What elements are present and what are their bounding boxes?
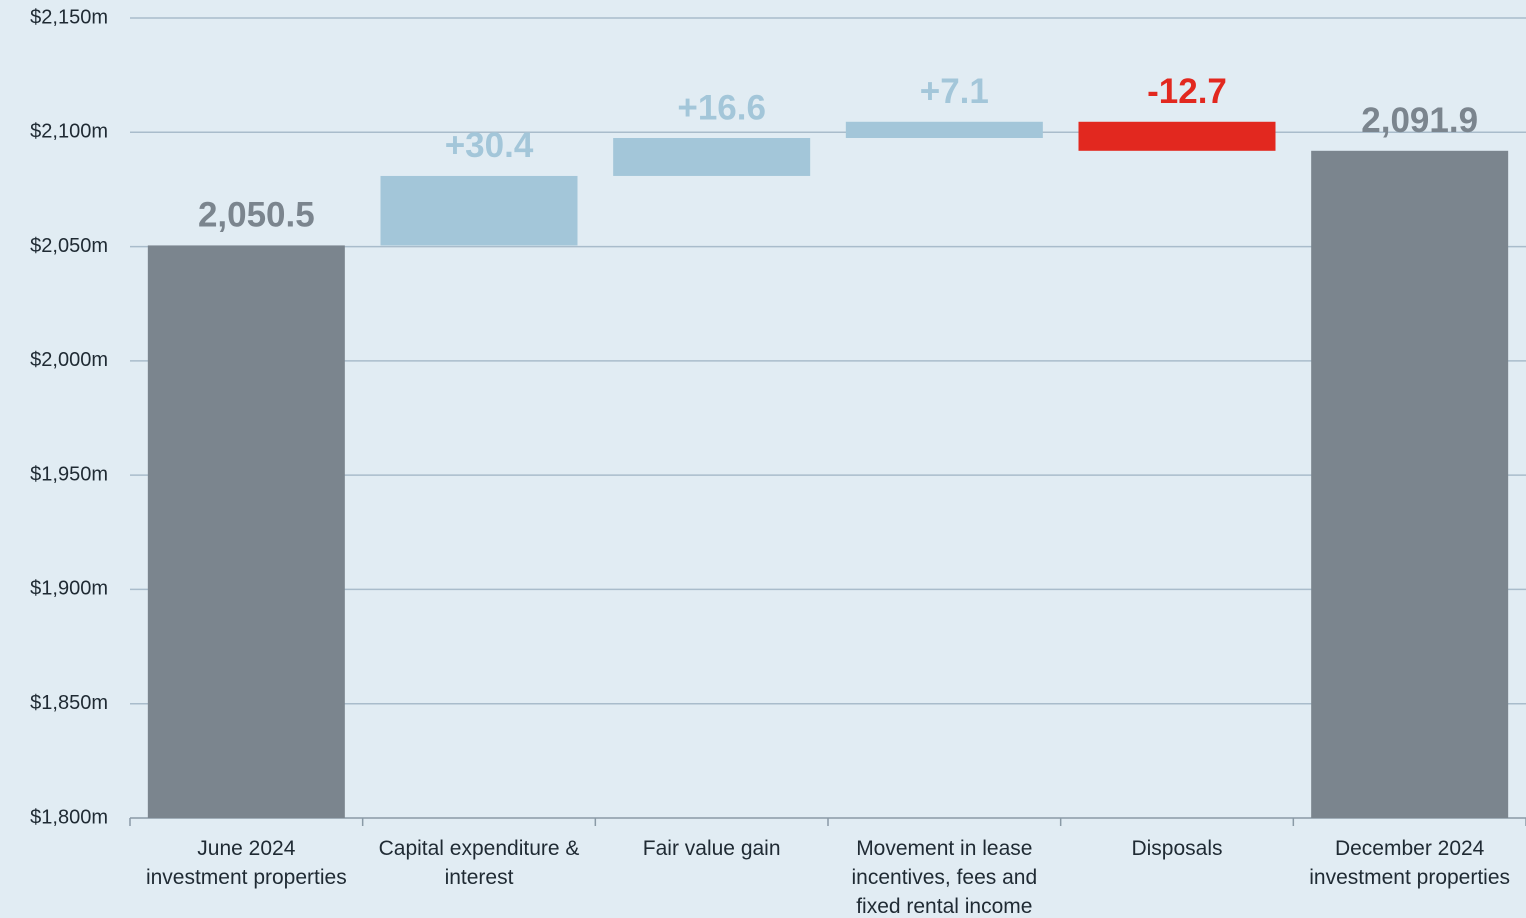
y-tick-label: $2,100m	[30, 121, 108, 143]
value-label: +16.6	[677, 88, 766, 127]
y-tick-label: $1,800m	[30, 806, 108, 828]
value-label: 2,091.9	[1361, 101, 1478, 140]
bar	[613, 138, 811, 176]
bar	[845, 121, 1043, 138]
x-tick-label: Disposals	[1131, 837, 1223, 860]
x-tick-label: December 2024 investment properties	[1309, 837, 1511, 889]
y-tick-label: $1,950m	[30, 463, 108, 485]
x-tick-label: Capital expenditure & interest	[378, 837, 580, 889]
value-label: +30.4	[445, 126, 534, 165]
y-tick-label: $1,900m	[30, 578, 108, 600]
y-tick-label: $2,050m	[30, 235, 108, 257]
value-label: +7.1	[920, 72, 989, 111]
bar	[1078, 121, 1276, 151]
y-tick-label: $2,150m	[30, 6, 108, 28]
x-tick-label: Fair value gain	[642, 837, 781, 860]
y-tick-label: $1,850m	[30, 692, 108, 714]
x-tick-label: Movement in lease incentives, fees and f…	[851, 837, 1038, 918]
value-label: -12.7	[1147, 72, 1227, 111]
bar	[380, 175, 578, 246]
bar	[1311, 150, 1509, 819]
bar	[147, 245, 345, 818]
x-tick-label: June 2024 investment properties	[145, 837, 347, 889]
y-tick-label: $2,000m	[30, 349, 108, 371]
value-label: 2,050.5	[198, 196, 315, 235]
